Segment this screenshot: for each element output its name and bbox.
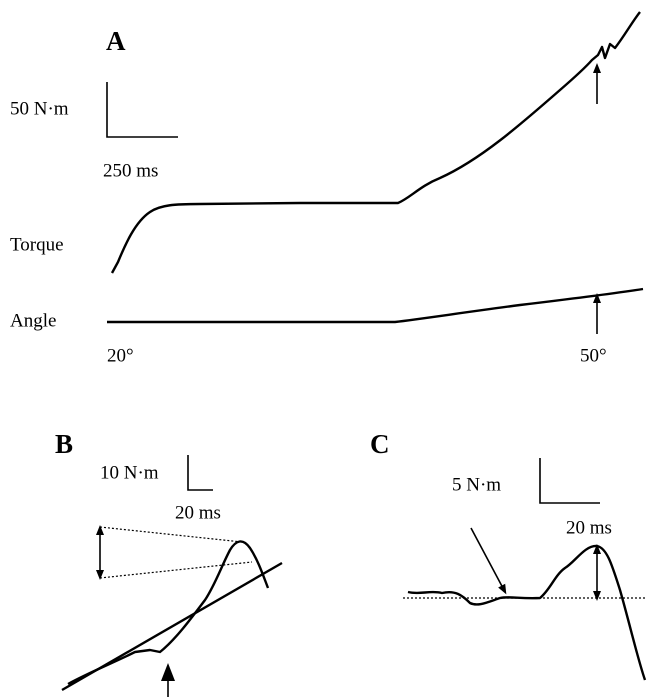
scale-x-label: 20 ms — [175, 502, 221, 523]
panel-label: C — [370, 429, 390, 459]
scale-y-label: 10 N·m — [100, 462, 159, 483]
panel-label: B — [55, 429, 73, 459]
torque-trace — [110, 11, 641, 274]
guide-line — [99, 526, 243, 543]
trace-label: Angle — [10, 310, 56, 331]
torque-trace — [67, 540, 270, 686]
trace-label: Torque — [10, 234, 64, 255]
panel-label: A — [106, 26, 126, 56]
guide-line — [99, 561, 253, 579]
scale-y-label: 5 N·m — [452, 474, 501, 495]
scale-bar — [539, 458, 600, 504]
scale-bar — [187, 455, 213, 491]
torque-trace — [407, 544, 647, 681]
angle-trace — [107, 287, 644, 324]
scale-y-label: 50 N·m — [10, 98, 69, 119]
arrow — [470, 527, 507, 595]
scale-bar — [106, 82, 178, 138]
angle-end: 50° — [580, 345, 607, 366]
scale-x-label: 250 ms — [103, 160, 158, 181]
scale-x-label: 20 ms — [566, 517, 612, 538]
angle-start: 20° — [107, 345, 134, 366]
